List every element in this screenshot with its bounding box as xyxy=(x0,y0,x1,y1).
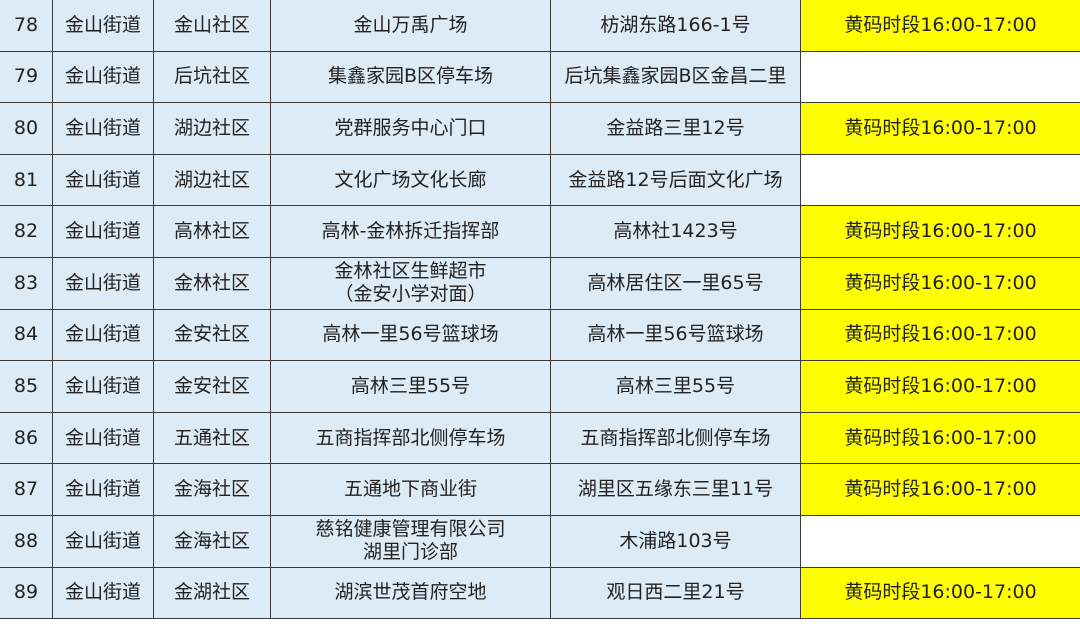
community-cell: 湖边社区 xyxy=(153,153,271,207)
yellow-code-time-cell: 黄码时段16:00-17:00 xyxy=(800,308,1080,362)
row-number: 81 xyxy=(0,153,53,207)
community-cell: 金山社区 xyxy=(153,0,271,52)
site-cell: 高林三里55号 xyxy=(270,360,551,413)
row-number: 82 xyxy=(0,205,53,258)
table-row: 83 金山街道 金林社区 金林社区生鲜超市 （金安小学对面） 高林居住区一里65号 黄码时… xyxy=(0,256,1080,310)
street-cell: 金山街道 xyxy=(52,205,154,258)
row-number: 79 xyxy=(0,50,53,104)
site-cell: 五商指挥部北侧停车场 xyxy=(270,411,551,465)
site-cell: 党群服务中心门口 xyxy=(270,102,551,155)
address-cell: 金益路12号后面文化广场 xyxy=(550,153,801,207)
street-cell: 金山街道 xyxy=(52,102,154,155)
site-cell: 慈铭健康管理有限公司 湖里门诊部 xyxy=(270,514,551,568)
community-cell: 五通社区 xyxy=(153,411,271,465)
street-cell: 金山街道 xyxy=(52,308,154,362)
yellow-code-time-cell: 黄码时段16:00-17:00 xyxy=(800,411,1080,465)
table-row: 89 金山街道 金湖社区 湖滨世茂首府空地 观日西二里21号 黄码时段16:00-17:0… xyxy=(0,566,1080,620)
site-cell: 湖滨世茂首府空地 xyxy=(270,566,551,620)
street-cell: 金山街道 xyxy=(52,411,154,465)
site-cell: 集鑫家园B区停车场 xyxy=(270,50,551,104)
table-row: 87 金山街道 金海社区 五通地下商业街 湖里区五缘东三里11号 黄码时段16:00-17… xyxy=(0,463,1080,516)
address-cell: 后坑集鑫家园B区金昌二里 xyxy=(550,50,801,104)
community-cell: 金湖社区 xyxy=(153,566,271,620)
row-number: 87 xyxy=(0,463,53,516)
site-cell: 五通地下商业街 xyxy=(270,463,551,516)
row-number: 84 xyxy=(0,308,53,362)
address-cell: 观日西二里21号 xyxy=(550,566,801,620)
community-cell: 高林社区 xyxy=(153,205,271,258)
row-number: 83 xyxy=(0,256,53,310)
community-cell: 金海社区 xyxy=(153,463,271,516)
street-cell: 金山街道 xyxy=(52,0,154,52)
community-cell: 金安社区 xyxy=(153,308,271,362)
table-row: 79 金山街道 后坑社区 集鑫家园B区停车场 后坑集鑫家园B区金昌二里 xyxy=(0,50,1080,104)
yellow-code-time-cell xyxy=(800,153,1080,207)
address-cell: 高林三里55号 xyxy=(550,360,801,413)
street-cell: 金山街道 xyxy=(52,360,154,413)
yellow-code-time-cell xyxy=(800,514,1080,568)
yellow-code-time-cell: 黄码时段16:00-17:00 xyxy=(800,0,1080,52)
yellow-code-time-cell xyxy=(800,50,1080,104)
community-cell: 金安社区 xyxy=(153,360,271,413)
site-cell: 高林一里56号篮球场 xyxy=(270,308,551,362)
street-cell: 金山街道 xyxy=(52,514,154,568)
address-cell: 枋湖东路166-1号 xyxy=(550,0,801,52)
street-cell: 金山街道 xyxy=(52,50,154,104)
community-cell: 金林社区 xyxy=(153,256,271,310)
street-cell: 金山街道 xyxy=(52,256,154,310)
yellow-code-time-cell: 黄码时段16:00-17:00 xyxy=(800,566,1080,620)
yellow-code-time-cell: 黄码时段16:00-17:00 xyxy=(800,360,1080,413)
table-row: 84 金山街道 金安社区 高林一里56号篮球场 高林一里56号篮球场 黄码时段16:00-… xyxy=(0,308,1080,362)
table-row: 85 金山街道 金安社区 高林三里55号 高林三里55号 黄码时段16:00-17:00 xyxy=(0,360,1080,413)
table-row: 78 金山街道 金山社区 金山万禹广场 枋湖东路166-1号 黄码时段16:00-17:0… xyxy=(0,0,1080,52)
row-number: 88 xyxy=(0,514,53,568)
address-cell: 金益路三里12号 xyxy=(550,102,801,155)
address-cell: 高林一里56号篮球场 xyxy=(550,308,801,362)
community-cell: 后坑社区 xyxy=(153,50,271,104)
table-row: 82 金山街道 高林社区 高林-金林拆迁指挥部 高林社1423号 黄码时段16:00-17… xyxy=(0,205,1080,258)
site-cell: 高林-金林拆迁指挥部 xyxy=(270,205,551,258)
address-cell: 高林社1423号 xyxy=(550,205,801,258)
yellow-code-time-cell: 黄码时段16:00-17:00 xyxy=(800,205,1080,258)
yellow-code-time-cell: 黄码时段16:00-17:00 xyxy=(800,102,1080,155)
site-cell: 金山万禹广场 xyxy=(270,0,551,52)
address-cell: 高林居住区一里65号 xyxy=(550,256,801,310)
street-cell: 金山街道 xyxy=(52,463,154,516)
street-cell: 金山街道 xyxy=(52,566,154,620)
row-number: 80 xyxy=(0,102,53,155)
table-row: 88 金山街道 金海社区 慈铭健康管理有限公司 湖里门诊部 木浦路103号 xyxy=(0,514,1080,568)
yellow-code-time-cell: 黄码时段16:00-17:00 xyxy=(800,256,1080,310)
row-number: 89 xyxy=(0,566,53,620)
community-cell: 湖边社区 xyxy=(153,102,271,155)
street-cell: 金山街道 xyxy=(52,153,154,207)
row-number: 85 xyxy=(0,360,53,413)
community-cell: 金海社区 xyxy=(153,514,271,568)
address-cell: 木浦路103号 xyxy=(550,514,801,568)
row-number: 86 xyxy=(0,411,53,465)
table-row: 86 金山街道 五通社区 五商指挥部北侧停车场 五商指挥部北侧停车场 黄码时段16:00-… xyxy=(0,411,1080,465)
address-cell: 湖里区五缘东三里11号 xyxy=(550,463,801,516)
row-number: 78 xyxy=(0,0,53,52)
yellow-code-time-cell: 黄码时段16:00-17:00 xyxy=(800,463,1080,516)
address-cell: 五商指挥部北侧停车场 xyxy=(550,411,801,465)
table-row: 81 金山街道 湖边社区 文化广场文化长廊 金益路12号后面文化广场 xyxy=(0,153,1080,207)
site-cell: 文化广场文化长廊 xyxy=(270,153,551,207)
table-row: 80 金山街道 湖边社区 党群服务中心门口 金益路三里12号 黄码时段16:00-17:0… xyxy=(0,102,1080,155)
site-cell: 金林社区生鲜超市 （金安小学对面） xyxy=(270,256,551,310)
